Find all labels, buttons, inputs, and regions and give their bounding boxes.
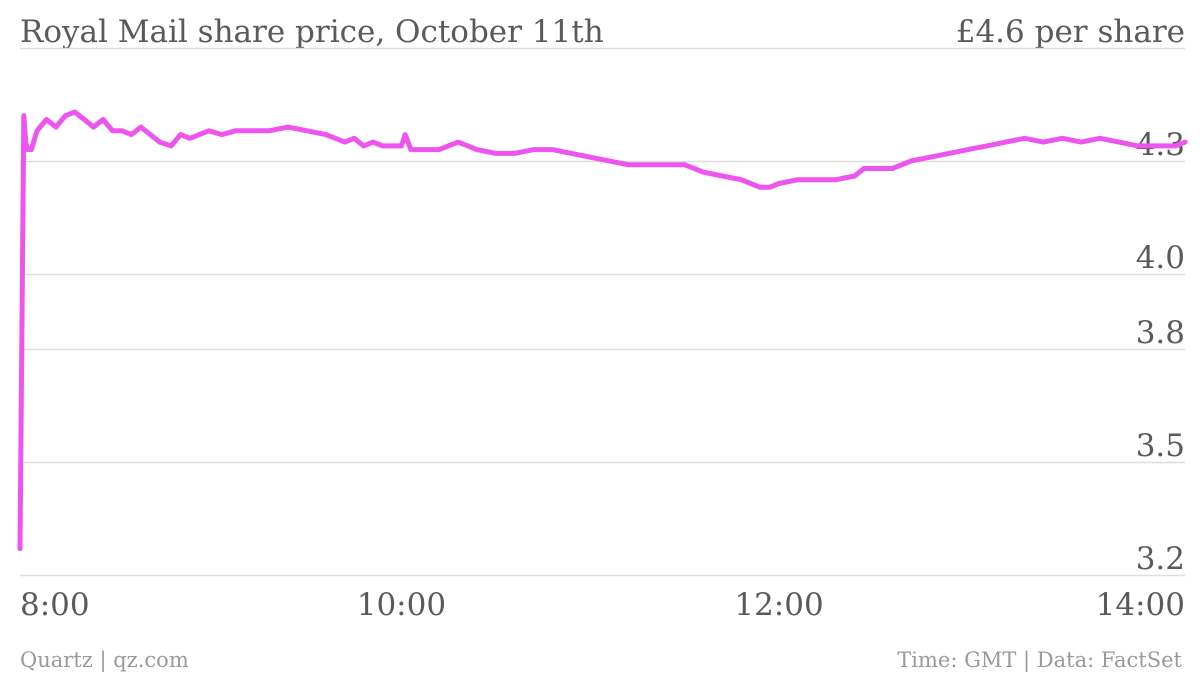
footer-source-right: Time: GMT | Data: FactSet <box>897 648 1182 673</box>
x-axis-ticks: 8:00 10:00 12:00 14:00 <box>20 587 1185 623</box>
y-tick-label: 3.2 <box>1136 541 1185 577</box>
unit-label: £4.6 per share <box>956 14 1185 50</box>
y-axis-ticks: 3.23.53.84.04.3 <box>1136 127 1185 577</box>
series-layer <box>17 109 1188 552</box>
chart-title: Royal Mail share price, October 11th <box>20 14 604 50</box>
x-tick-label: 12:00 <box>734 587 823 623</box>
gridlines <box>20 47 1185 577</box>
footer-source-left: Quartz | qz.com <box>20 648 189 673</box>
share-price-line <box>17 109 1188 552</box>
x-tick-label: 14:00 <box>1096 587 1185 623</box>
x-tick-label: 10:00 <box>357 587 446 623</box>
y-tick-label: 3.8 <box>1136 315 1185 351</box>
x-tick-label: 8:00 <box>20 587 90 623</box>
y-tick-label: 3.5 <box>1136 428 1185 464</box>
y-tick-label: 4.0 <box>1136 240 1185 276</box>
